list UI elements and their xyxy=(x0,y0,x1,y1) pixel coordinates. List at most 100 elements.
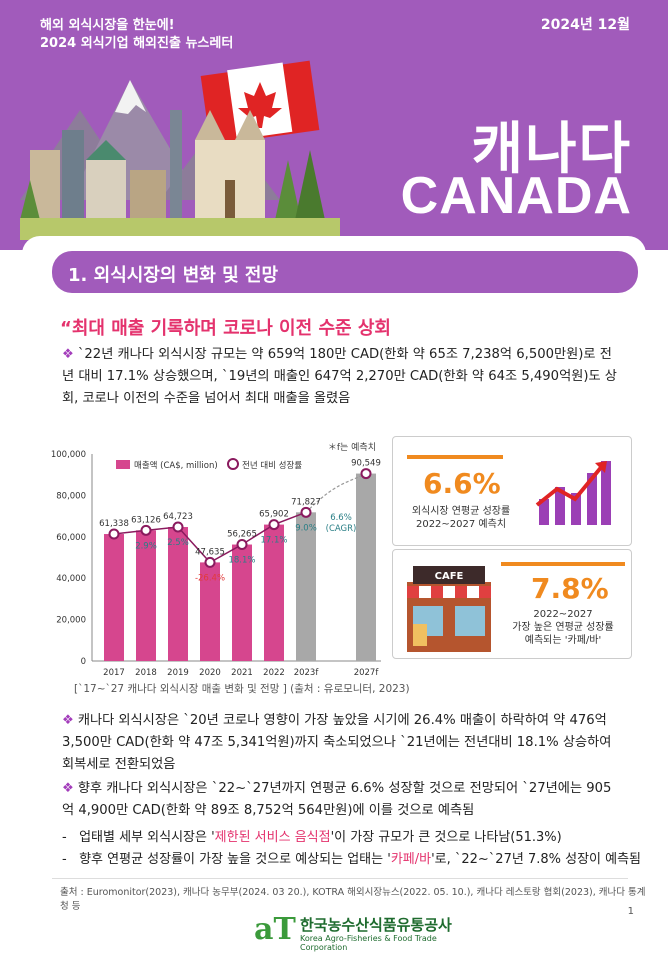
stat-label-line2: 가장 높은 연평균 성장률 xyxy=(512,622,614,633)
at-logo-mark: aT xyxy=(254,912,296,947)
cafe-sign-text: CAFE xyxy=(435,571,464,582)
bar xyxy=(168,527,188,661)
bar xyxy=(232,544,252,661)
cagr-label: (CAGR) xyxy=(326,524,357,534)
x-tick-label: 2021 xyxy=(231,668,253,678)
stat-label: 2022~2027 가장 높은 연평균 성장률 예측되는 '카페/바' xyxy=(497,608,629,647)
value-label: 64,723 xyxy=(163,512,193,522)
section-title: 1. 외식시장의 변화 및 전망 xyxy=(68,265,279,286)
y-tick-label: 80,000 xyxy=(56,491,86,501)
highlight-text: 제한된 서비스 음식점 xyxy=(214,830,331,845)
x-tick-label: 2027f xyxy=(354,668,380,678)
growth-label: 2.9% xyxy=(135,541,157,551)
bar xyxy=(296,512,316,661)
chart-caption: [`17~`27 캐나다 외식시장 매출 변화 및 전망 ] (출처 : 유로모… xyxy=(74,683,410,695)
data-point xyxy=(140,524,152,536)
stat-accent-bar xyxy=(501,562,625,566)
x-tick-label: 2023f xyxy=(294,668,320,678)
data-point xyxy=(172,521,184,533)
value-label: 61,338 xyxy=(99,519,129,529)
y-tick-label: 60,000 xyxy=(56,533,86,543)
diamond-bullet-icon: ❖ xyxy=(62,781,74,796)
x-tick-label: 2022 xyxy=(263,668,285,678)
cafe-storefront-icon: CAFE xyxy=(407,566,491,652)
y-tick-label: 0 xyxy=(81,657,86,667)
paragraph-text: 캐나다 외식시장은 `20년 코로나 영향이 가장 높았을 시기에 26.4% … xyxy=(62,713,612,772)
issue-date: 2024년 12월 xyxy=(540,17,630,33)
legend-label-revenue: 매출액 (CA$, million) xyxy=(134,460,218,471)
y-tick-label: 100,000 xyxy=(51,450,86,460)
growth-label: -26.4% xyxy=(195,573,225,583)
bar xyxy=(264,524,284,661)
stat-value: 6.6% xyxy=(423,467,501,500)
data-point xyxy=(236,539,248,551)
header-banner: 해외 외식시장을 한눈에! 2024 외식기업 해외진출 뉴스레터 2024년 … xyxy=(0,0,668,250)
stat-label-line1: 외식시장 연평균 성장률 xyxy=(411,506,511,517)
data-point xyxy=(204,556,216,568)
x-tick-label: 2017 xyxy=(103,668,125,678)
bar xyxy=(104,534,124,661)
value-label: 47,635 xyxy=(195,547,225,557)
country-name-english: CANADA xyxy=(400,167,632,225)
growth-label: 2.5% xyxy=(167,538,189,548)
growth-chart-icon xyxy=(535,461,611,525)
dash-item-segment: - 업태별 세부 외식시장은 '제한된 서비스 음식점'이 가장 규모가 큰 것… xyxy=(62,830,562,845)
bar xyxy=(200,562,220,661)
forecast-connector xyxy=(305,473,367,513)
chart-svg: 0 20,000 40,000 60,000 80,000 100,000 ＊f는 예측치매… xyxy=(51,441,381,678)
content-card: 1. 외식시장의 변화 및 전망 “최대 매출 기록하며 코로나 이전 수준 상… xyxy=(22,236,646,952)
x-tick-label: 2020 xyxy=(199,668,221,678)
cagr-label: 6.6% xyxy=(330,513,352,523)
y-tick-label: 40,000 xyxy=(56,574,86,584)
stat-label: 외식시장 연평균 성장률 2022~2027 예측치 xyxy=(401,505,521,531)
forecast-note: ＊f는 예측치 xyxy=(328,441,376,453)
legend-label-growth: 전년 대비 성장률 xyxy=(242,460,302,471)
at-logo: aT 한국농수산식품유통공사 Korea Agro-Fisheries & Fo… xyxy=(254,912,474,952)
section-heading-bar: 1. 외식시장의 변화 및 전망 xyxy=(52,251,638,293)
stat-card-market-cagr: 6.6% 외식시장 연평균 성장률 2022~2027 예측치 xyxy=(392,436,632,546)
diamond-bullet-icon: ❖ xyxy=(62,713,74,728)
org-name-english: Korea Agro-Fisheries & Food Trade Corpor… xyxy=(300,934,437,952)
legend-marker-growth xyxy=(227,458,239,470)
legend-swatch-revenue xyxy=(116,460,130,469)
stat-value: 7.8% xyxy=(531,572,609,605)
value-label: 63,126 xyxy=(131,515,161,525)
bar xyxy=(136,530,156,661)
paragraph-covid-impact: ❖ 캐나다 외식시장은 `20년 코로나 영향이 가장 높았을 시기에 26.4%… xyxy=(62,710,622,776)
y-tick-label: 20,000 xyxy=(56,616,86,626)
org-name-korean: 한국농수산식품유통공사 xyxy=(300,916,452,934)
canada-flag-icon xyxy=(200,60,320,146)
highlight-text: 카페/바 xyxy=(390,852,432,867)
sources-footnote: 출처 : Euromonitor(2023), 캐나다 농무부(2024. 03… xyxy=(60,887,646,912)
newsletter-title: 2024 외식기업 해외진출 뉴스레터 xyxy=(40,36,234,51)
headline-quote: “최대 매출 기록하며 코로나 이전 수준 상회 xyxy=(60,318,391,339)
stat-label-line3: 예측되는 '카페/바' xyxy=(524,635,602,646)
footnote-divider xyxy=(52,878,628,879)
page-number: 1 xyxy=(627,906,634,917)
country-name-korean: 캐나다 xyxy=(471,117,632,182)
paragraph-text: 향후 캐나다 외식시장은 `22~`27년까지 연평균 6.6% 성장할 것으로… xyxy=(62,781,612,818)
data-point xyxy=(108,528,120,540)
stat-label-line1: 2022~2027 xyxy=(533,609,593,620)
growth-label: 9.0% xyxy=(295,523,317,533)
stat-accent-bar xyxy=(407,455,503,459)
x-tick-label: 2018 xyxy=(135,668,157,678)
paragraph-market-size: ❖ `22년 캐나다 외식시장 규모는 약 659억 180만 CAD(한화 약 … xyxy=(62,344,622,410)
stat-card-cafe-bar-cagr: CAFE 7.8% 2022~2027 가장 높은 연평균 성장률 예측되는 '… xyxy=(392,549,632,659)
paragraph-forecast: ❖ 향후 캐나다 외식시장은 `22~`27년까지 연평균 6.6% 성장할 것으… xyxy=(62,778,622,822)
canada-landmarks-illustration xyxy=(20,60,340,240)
data-point xyxy=(268,519,280,531)
dash-text: 향후 연평균 성장률이 가장 높을 것으로 예상되는 업태는 ' xyxy=(79,852,391,867)
value-label: 56,265 xyxy=(227,530,257,540)
x-tick-label: 2019 xyxy=(167,668,189,678)
diamond-bullet-icon: ❖ xyxy=(62,347,74,362)
value-label: 90,549 xyxy=(351,459,381,469)
bar xyxy=(356,473,376,661)
stat-label-line2: 2022~2027 예측치 xyxy=(415,519,507,530)
dash-item-cafe-bar: - 향후 연평균 성장률이 가장 높을 것으로 예상되는 업태는 '카페/바'로… xyxy=(62,852,641,867)
dash-text: '이 가장 규모가 큰 것으로 나타남(51.3%) xyxy=(330,830,562,845)
dash-text: '로, `22~`27년 7.8% 성장이 예측됨 xyxy=(431,852,641,867)
data-point xyxy=(300,506,312,518)
dash-text: 업태별 세부 외식시장은 ' xyxy=(79,830,215,845)
newsletter-tagline: 해외 외식시장을 한눈에! xyxy=(40,18,175,33)
